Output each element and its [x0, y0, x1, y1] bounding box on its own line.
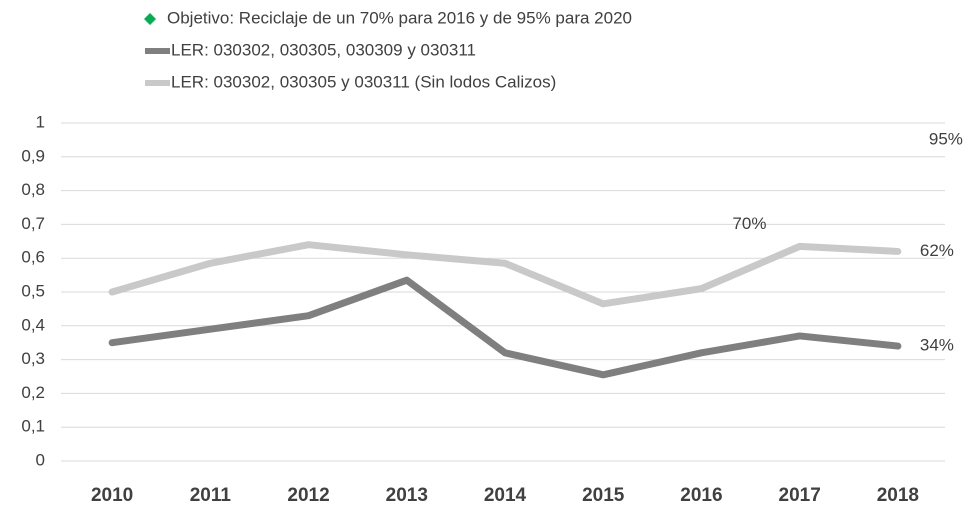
x-tick-label: 2015 — [582, 485, 625, 506]
legend-label: Objetivo: Reciclaje de un 70% para 2016 … — [167, 8, 632, 27]
data-label: 95% — [929, 129, 963, 148]
y-tick-label: 1 — [36, 112, 45, 131]
data-label: 34% — [920, 336, 954, 355]
y-tick-label: 0,8 — [21, 180, 45, 199]
legend-marker — [144, 13, 156, 25]
y-tick-label: 0,2 — [21, 383, 45, 402]
y-tick-label: 0,7 — [21, 214, 45, 233]
y-tick-label: 0,5 — [21, 281, 45, 300]
target-marker — [695, 218, 707, 230]
x-tick-label: 2018 — [877, 485, 919, 506]
x-tick-label: 2012 — [287, 485, 329, 506]
y-tick-label: 0 — [36, 450, 45, 469]
y-tick-label: 0,9 — [21, 146, 45, 165]
x-tick-label: 2010 — [91, 485, 133, 506]
y-tick-label: 0,1 — [21, 417, 45, 436]
series-line — [108, 241, 902, 308]
y-tick-label: 0,6 — [21, 248, 45, 267]
x-tick-label: 2016 — [680, 485, 722, 506]
legend-label: LER: 030302, 030305, 030309 y 030311 — [171, 40, 476, 59]
x-tick-label: 2013 — [386, 485, 428, 506]
x-tick-label: 2011 — [190, 485, 232, 506]
data-label: 62% — [920, 241, 954, 260]
x-tick-label: 2014 — [484, 485, 527, 506]
legend-label: LER: 030302, 030305 y 030311 (Sin lodos … — [171, 72, 556, 91]
y-tick-label: 0,4 — [21, 315, 45, 334]
x-tick-label: 2017 — [779, 485, 821, 506]
target-marker — [892, 134, 904, 146]
y-tick-label: 0,3 — [21, 349, 45, 368]
data-label: 70% — [732, 214, 766, 233]
series-line — [108, 276, 902, 379]
